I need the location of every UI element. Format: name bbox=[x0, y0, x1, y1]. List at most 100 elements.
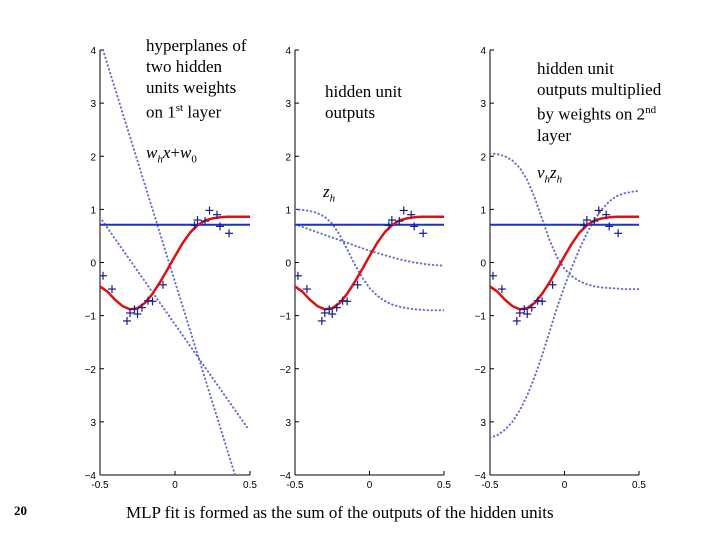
data-point bbox=[582, 216, 591, 224]
annotation-line: outputs multiplied bbox=[537, 80, 662, 99]
data-point bbox=[193, 216, 202, 224]
data-point bbox=[295, 271, 302, 280]
data-point bbox=[302, 285, 311, 294]
y-tick-label: −1 bbox=[280, 312, 292, 323]
hidden-unit-curve bbox=[295, 223, 444, 267]
data-point bbox=[325, 305, 334, 314]
data-point bbox=[130, 305, 139, 314]
data-point bbox=[317, 316, 326, 325]
annotation-text: by weights on 2 bbox=[537, 104, 646, 124]
data-point bbox=[353, 280, 362, 289]
annotation-hyperplanes: hyperplanes of two hidden units weights … bbox=[146, 35, 247, 123]
mlp-fit-curve bbox=[100, 215, 250, 311]
annotation-line: hyperplanes of bbox=[146, 36, 247, 55]
mlp-fit-curve bbox=[295, 215, 444, 311]
y-tick-label: −2 bbox=[280, 365, 292, 376]
annotation-line: by weights on 2nd bbox=[537, 100, 661, 125]
data-point bbox=[190, 221, 199, 230]
formula-subscript: h bbox=[329, 192, 336, 205]
formula-symbol: z bbox=[323, 182, 330, 201]
y-tick-label: 1 bbox=[90, 205, 96, 216]
formula-vh-zh: vhzh bbox=[537, 163, 562, 185]
data-point bbox=[605, 222, 614, 231]
data-point bbox=[399, 206, 408, 215]
y-tick-label: −1 bbox=[475, 312, 487, 323]
data-point bbox=[548, 280, 557, 289]
annotation-line: on 1st layer bbox=[146, 98, 247, 123]
y-tick-label: 0 bbox=[285, 259, 291, 270]
y-tick-label: 2 bbox=[285, 152, 291, 163]
data-point bbox=[490, 271, 497, 280]
data-point bbox=[395, 217, 404, 226]
slide-caption: MLP fit is formed as the sum of the outp… bbox=[126, 503, 554, 522]
y-tick-label: 1 bbox=[285, 205, 291, 216]
formula-subscript: h bbox=[157, 153, 163, 166]
y-tick-label: 2 bbox=[480, 152, 486, 163]
data-point bbox=[602, 210, 611, 219]
annotation-text: on 1 bbox=[146, 102, 176, 122]
annotation-line: hidden unit bbox=[537, 59, 614, 78]
data-point bbox=[410, 222, 419, 231]
y-tick-label: 3 bbox=[90, 99, 96, 110]
data-point bbox=[594, 206, 603, 215]
data-point bbox=[497, 285, 506, 294]
annotation-sup: nd bbox=[645, 104, 657, 116]
x-tick-label: 0.5 bbox=[437, 480, 451, 491]
x-tick-label: 0 bbox=[367, 480, 373, 491]
y-tick-label: 4 bbox=[90, 46, 96, 57]
y-tick-label: 1 bbox=[480, 205, 486, 216]
x-tick-label: 0.5 bbox=[243, 480, 257, 491]
data-point bbox=[108, 285, 116, 294]
data-point bbox=[523, 310, 532, 319]
data-point bbox=[138, 303, 146, 312]
annotation-line: layer bbox=[537, 125, 571, 145]
data-point bbox=[407, 210, 416, 219]
data-point bbox=[527, 303, 536, 312]
annotation-text: layer bbox=[183, 102, 222, 122]
data-point bbox=[384, 221, 393, 230]
y-tick-label: 4 bbox=[285, 46, 291, 57]
data-point bbox=[332, 303, 341, 312]
data-point bbox=[225, 229, 233, 238]
x-tick-label: -0.5 bbox=[286, 480, 304, 491]
annotation-line: units weights bbox=[146, 78, 237, 97]
x-tick-label: 0 bbox=[172, 480, 178, 491]
formula-subscript: 0 bbox=[191, 153, 197, 166]
formula-symbol: w bbox=[179, 143, 192, 162]
y-tick-label: 0 bbox=[480, 259, 486, 270]
hidden-unit-curve bbox=[100, 216, 248, 429]
data-point bbox=[100, 271, 107, 280]
y-tick-label: −2 bbox=[85, 365, 97, 376]
y-tick-label: 3 bbox=[480, 99, 486, 110]
data-point bbox=[590, 217, 599, 226]
data-point bbox=[133, 310, 142, 319]
hidden-unit-curve bbox=[490, 189, 639, 439]
annotation-line: two hidden bbox=[146, 57, 223, 76]
y-tick-label: 2 bbox=[90, 152, 96, 163]
annotation-line: hidden unit bbox=[325, 82, 402, 101]
plot-area bbox=[295, 206, 444, 325]
y-tick-label: −2 bbox=[475, 365, 487, 376]
slide-number: 20 bbox=[14, 503, 27, 518]
data-point bbox=[205, 206, 214, 215]
formula-symbol: v bbox=[537, 163, 545, 182]
y-tick-label: −1 bbox=[85, 312, 97, 323]
plot-area bbox=[490, 152, 639, 439]
data-point bbox=[538, 297, 547, 306]
y-tick-label: 4 bbox=[480, 46, 486, 57]
formula-symbol: x bbox=[162, 143, 171, 162]
data-point bbox=[387, 216, 396, 224]
x-tick-label: -0.5 bbox=[91, 480, 109, 491]
annotation-weighted-outputs: hidden unit outputs multiplied by weight… bbox=[537, 58, 661, 146]
data-point bbox=[328, 310, 337, 319]
annotation-hidden-outputs: hidden unit outputs bbox=[325, 81, 402, 123]
hidden-unit-curve bbox=[490, 152, 639, 291]
data-point bbox=[148, 297, 157, 306]
data-point bbox=[201, 217, 209, 226]
formula-zh: zh bbox=[323, 182, 335, 204]
data-point bbox=[343, 297, 352, 306]
data-point bbox=[579, 221, 588, 230]
panel-weighted-outputs: 4 3 2 1 0 −1 −2 3 −4-0.5 0 0.5 bbox=[475, 46, 647, 491]
data-point bbox=[419, 229, 428, 238]
